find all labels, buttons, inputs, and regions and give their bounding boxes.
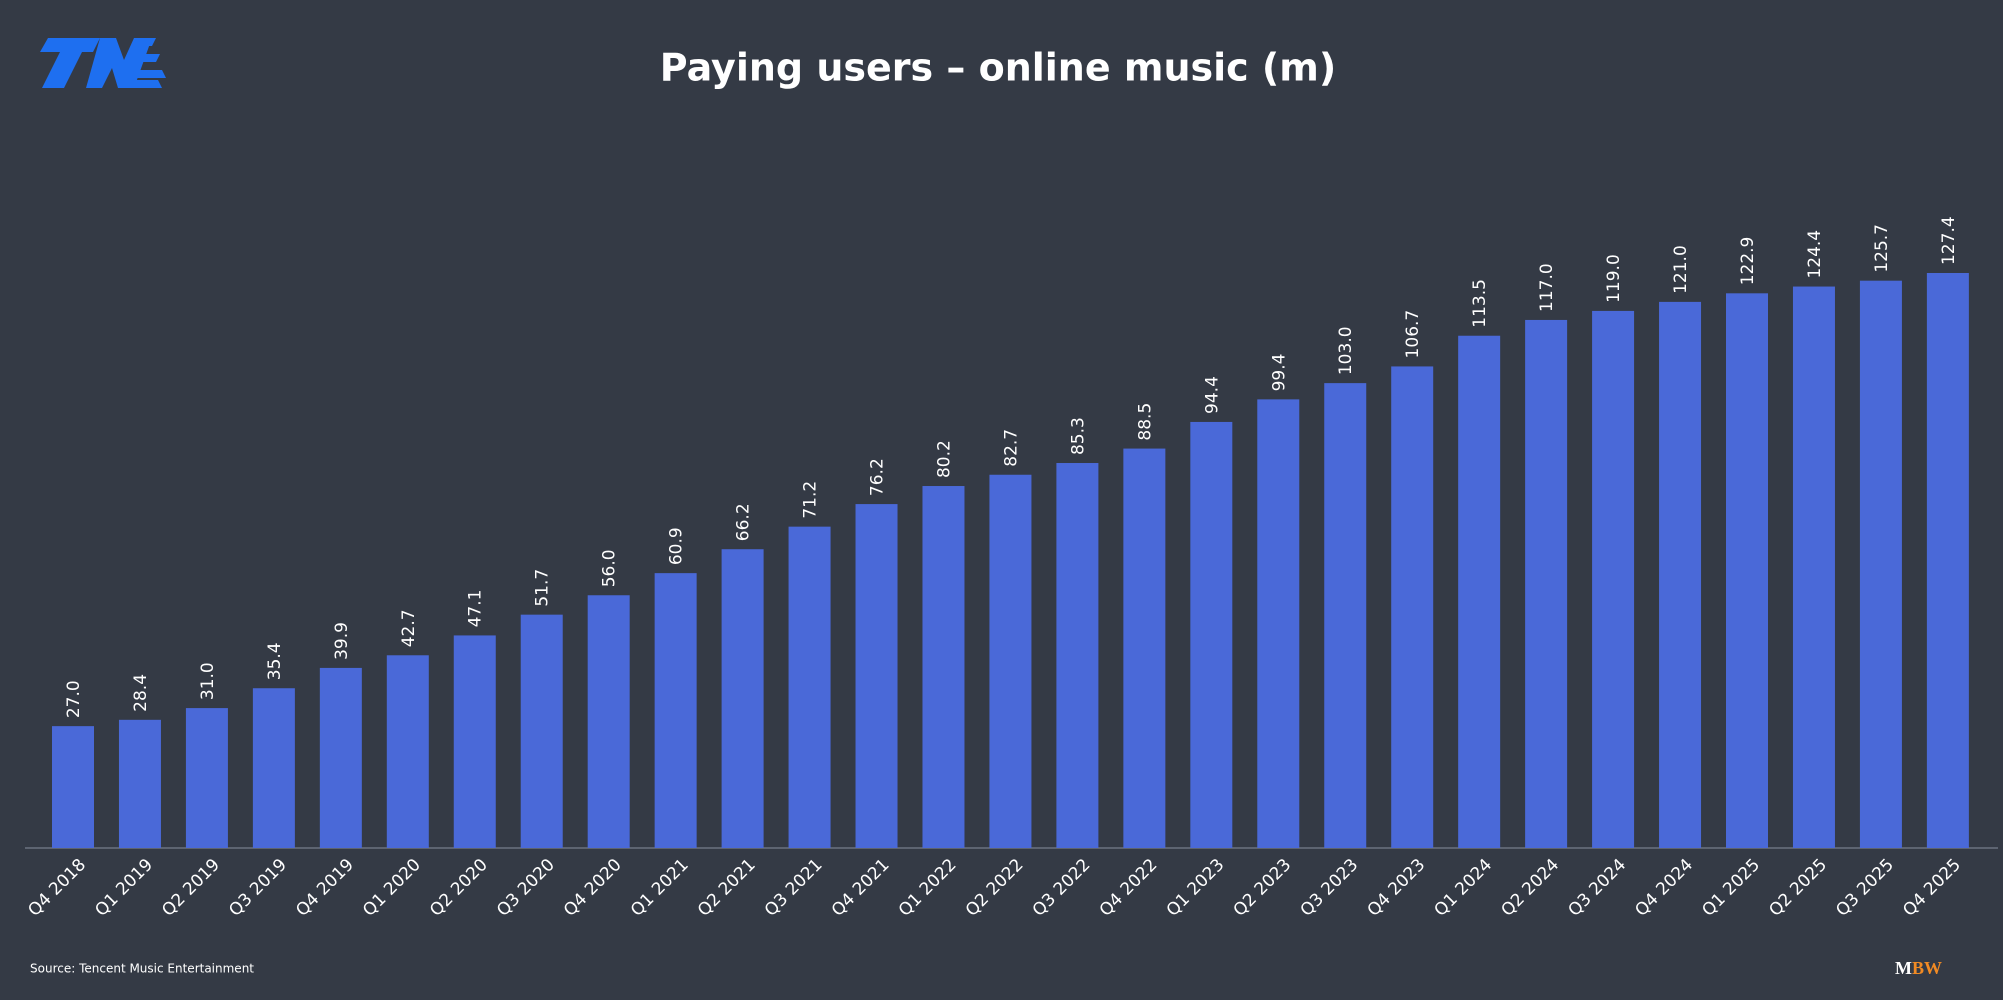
data-label: 99.4 xyxy=(1269,354,1289,392)
data-label: 80.2 xyxy=(934,440,954,478)
bar xyxy=(453,635,496,848)
chart-title: Paying users – online music (m) xyxy=(660,46,1337,90)
data-label: 121.0 xyxy=(1671,245,1691,294)
data-label: 66.2 xyxy=(734,503,754,541)
bar xyxy=(1525,319,1568,848)
data-label: 51.7 xyxy=(533,569,553,607)
data-label: 122.9 xyxy=(1738,237,1758,286)
data-label: 82.7 xyxy=(1001,429,1021,467)
data-label: 106.7 xyxy=(1403,310,1423,359)
watermark: MBW xyxy=(1895,958,1942,978)
bar xyxy=(1056,463,1099,848)
data-label: 60.9 xyxy=(667,527,687,565)
data-label: 119.0 xyxy=(1604,254,1624,303)
bar xyxy=(1123,448,1166,848)
data-label: 88.5 xyxy=(1135,403,1155,441)
bar xyxy=(1792,286,1835,848)
watermark-bw: BW xyxy=(1912,958,1942,978)
watermark-m: M xyxy=(1895,958,1912,978)
bar xyxy=(1257,399,1300,848)
source-note: Source: Tencent Music Entertainment xyxy=(30,962,254,976)
bar xyxy=(855,504,898,848)
data-label: 56.0 xyxy=(600,549,620,587)
bar xyxy=(989,474,1032,848)
bar xyxy=(922,486,965,848)
data-label: 124.4 xyxy=(1805,230,1825,279)
bar xyxy=(721,549,764,848)
bar xyxy=(788,526,831,848)
bar xyxy=(1458,335,1501,848)
data-label: 27.0 xyxy=(64,680,84,718)
bar xyxy=(185,708,228,848)
data-label: 117.0 xyxy=(1537,263,1557,312)
data-label: 31.0 xyxy=(198,662,218,700)
data-label: 103.0 xyxy=(1336,326,1356,375)
data-label: 35.4 xyxy=(265,642,285,680)
data-label: 127.4 xyxy=(1939,216,1959,265)
bar xyxy=(252,688,295,848)
data-label: 71.2 xyxy=(801,481,821,519)
data-label: 125.7 xyxy=(1872,224,1892,273)
data-label: 42.7 xyxy=(399,609,419,647)
bar xyxy=(1324,383,1367,848)
bar xyxy=(587,595,630,848)
bar xyxy=(1391,366,1434,848)
data-label: 94.4 xyxy=(1202,376,1222,414)
bar xyxy=(1592,310,1635,848)
bar xyxy=(1726,293,1768,848)
bar xyxy=(1926,273,1969,848)
bar xyxy=(386,655,429,848)
bar xyxy=(654,573,697,848)
data-label: 76.2 xyxy=(868,458,888,496)
tme-logo xyxy=(40,38,166,88)
bar xyxy=(319,667,362,848)
data-label: 85.3 xyxy=(1068,417,1088,455)
bar xyxy=(118,719,161,848)
data-label: 39.9 xyxy=(332,622,352,660)
bar xyxy=(52,726,94,848)
data-label: 47.1 xyxy=(466,590,486,628)
data-label: 28.4 xyxy=(131,674,151,712)
data-label: 113.5 xyxy=(1470,279,1490,328)
bar xyxy=(1659,301,1702,849)
bar xyxy=(1190,421,1233,848)
bar xyxy=(520,614,563,848)
bar xyxy=(1859,280,1902,848)
